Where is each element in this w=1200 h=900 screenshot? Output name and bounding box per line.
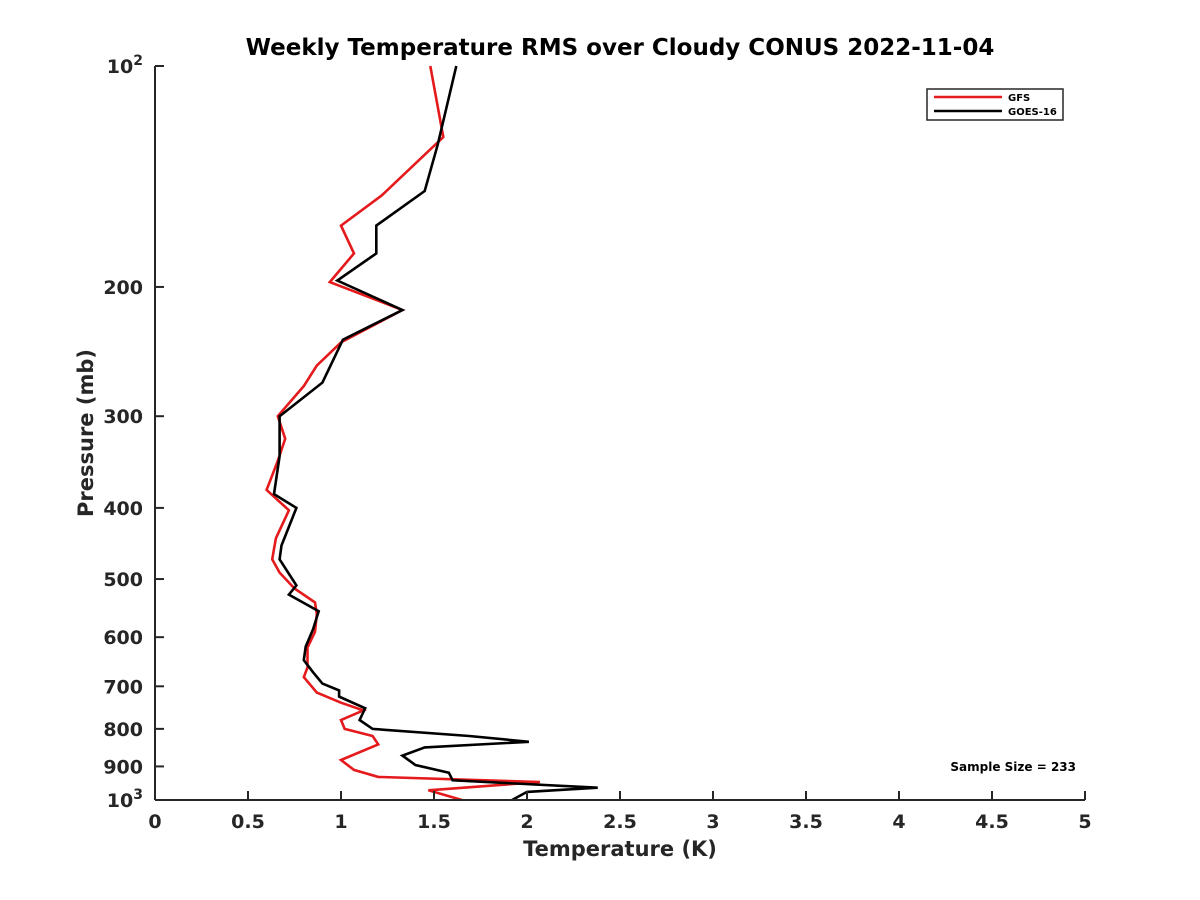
- x-tick-label: 5: [1078, 811, 1091, 833]
- x-tick-label: 1: [334, 811, 347, 833]
- y-tick-label: 400: [103, 498, 143, 520]
- y-tick-label: 900: [103, 756, 143, 778]
- y-tick-label: 600: [103, 627, 143, 649]
- legend-label-gfs: GFS: [1008, 93, 1030, 104]
- x-axis-label: Temperature (K): [523, 837, 717, 861]
- x-tick-label: 4.5: [975, 811, 1009, 833]
- x-ticks: 0 0.5 1 1.5 2 2.5 3 3.5 4 4.5 5: [148, 791, 1092, 833]
- y-tick-label: 200: [103, 277, 143, 299]
- y-tick-label: 700: [103, 676, 143, 698]
- y-tick-label: 300: [103, 406, 143, 428]
- series-line-goes16: [272, 65, 598, 802]
- x-tick-label: 1.5: [417, 811, 451, 833]
- y-tick-label: 103: [107, 787, 143, 812]
- x-tick-label: 0.5: [231, 811, 265, 833]
- axes: [154, 66, 1085, 801]
- y-tick-label: 500: [103, 569, 143, 591]
- legend: GFS GOES-16: [926, 88, 1064, 121]
- y-ticks: 102 200 300 400 500 600 700 800 900 103: [103, 53, 164, 812]
- y-tick-label: 800: [103, 719, 143, 741]
- series-line-gfs: [265, 65, 541, 802]
- x-tick-label: 4: [892, 811, 905, 833]
- y-axis-label: Pressure (mb): [74, 349, 98, 517]
- sample-size-annotation: Sample Size = 233: [950, 760, 1076, 774]
- legend-label-goes16: GOES-16: [1008, 107, 1057, 118]
- x-tick-label: 3.5: [789, 811, 823, 833]
- x-tick-label: 0: [148, 811, 161, 833]
- y-tick-label: 102: [107, 53, 143, 78]
- series-layer: [265, 65, 598, 802]
- x-tick-label: 3: [706, 811, 719, 833]
- x-tick-label: 2: [520, 811, 533, 833]
- legend-box: [926, 88, 1064, 121]
- x-tick-label: 2.5: [603, 811, 637, 833]
- chart-title: Weekly Temperature RMS over Cloudy CONUS…: [246, 35, 995, 61]
